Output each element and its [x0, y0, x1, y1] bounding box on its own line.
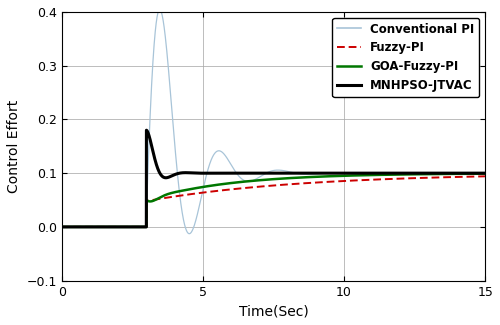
X-axis label: Time(Sec): Time(Sec) — [238, 304, 308, 318]
Y-axis label: Control Effort: Control Effort — [7, 100, 21, 193]
Legend: Conventional PI, Fuzzy-PI, GOA-Fuzzy-PI, MNHPSO-JTVAC: Conventional PI, Fuzzy-PI, GOA-Fuzzy-PI,… — [332, 18, 479, 97]
